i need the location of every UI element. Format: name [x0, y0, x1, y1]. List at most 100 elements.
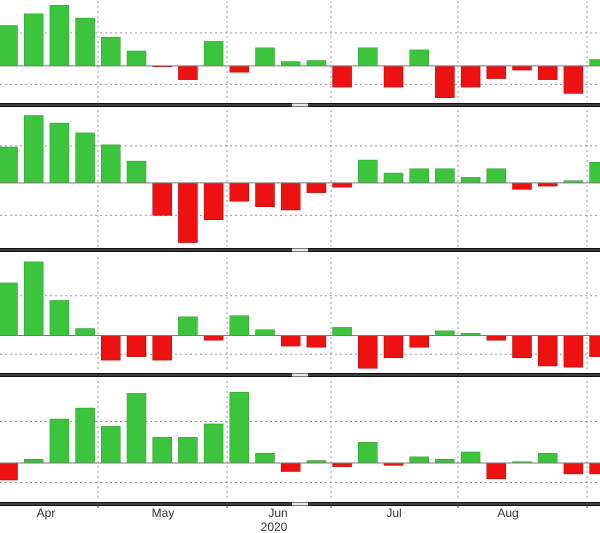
panel-1-bar-2020-06-12: [280, 61, 301, 67]
x-tick-label-apr: Apr: [37, 506, 56, 520]
panel-1-bar-2020-08-21: [537, 65, 558, 80]
panel-3-bar-2020-04-10: [49, 300, 70, 336]
panel-2-bar-2020-03-27: [0, 146, 18, 184]
panel-1-bar-2020-07-03: [358, 47, 378, 67]
panel-2-bar-2020-07-24: [435, 168, 455, 184]
panel-3-bar-2020-07-17: [409, 335, 429, 348]
panel-2-bar-2020-05-15: [178, 182, 198, 243]
panel-3-bar-2020-07-03: [358, 335, 378, 369]
panel-1-bar-2020-04-17: [75, 17, 95, 67]
x-tick-label-jun: Jun: [268, 506, 287, 520]
panel-1: [0, 1, 600, 107]
panel-1-bar-2020-08-14: [512, 65, 532, 71]
panel-4-bar-2020-04-17: [75, 407, 95, 464]
panel-3-resize-handle[interactable]: [292, 373, 308, 377]
panel-4-bar-2020-05-08: [152, 437, 172, 464]
panel-4-bar-2020-08-07: [486, 462, 507, 480]
panel-1-bar-2020-06-05: [255, 47, 275, 67]
panel-4-bar-2020-05-29: [229, 391, 250, 464]
panel-2-bar-2020-07-10: [383, 172, 404, 184]
panel-4-bar-2020-07-24: [435, 459, 455, 464]
panel-2-bar-2020-04-17: [75, 132, 95, 184]
panel-2-bar-2020-04-03: [23, 115, 44, 184]
panel-1-bar-2020-05-29: [229, 65, 250, 73]
panel-3-bar-2020-06-05: [255, 329, 275, 336]
panel-2-bar-2020-07-31: [460, 177, 481, 184]
panel-3: [0, 257, 600, 377]
panel-3-bar-2020-05-22: [203, 335, 224, 341]
panel-3-bar-2020-06-26: [332, 327, 352, 336]
panel-4-bar-2020-07-03: [358, 441, 378, 464]
panel-2-bar-2020-06-05: [255, 182, 275, 207]
panel-4-bar-2020-04-24: [101, 426, 121, 464]
panel-3-bar-2020-04-03: [23, 261, 44, 336]
panel-4-bar-2020-05-22: [203, 423, 224, 464]
panel-1-bar-2020-05-22: [203, 41, 224, 67]
panel-4-bar-2020-09-04: [589, 462, 600, 475]
panel-3-bar-2020-08-21: [537, 335, 558, 367]
panel-2-bar-2020-06-19: [306, 182, 327, 193]
panel-3-bar-2020-05-08: [152, 335, 172, 361]
panel-1-bar-2020-05-15: [178, 65, 198, 80]
panel-3-bar-2020-06-19: [306, 335, 327, 348]
panel-2-bar-2020-05-08: [152, 182, 172, 216]
panel-2-bar-2020-05-01: [126, 160, 147, 184]
panel-3-bar-2020-06-12: [280, 335, 301, 347]
panel-4: [0, 381, 600, 506]
panel-2-bar-2020-06-12: [280, 182, 301, 211]
panel-2-bar-2020-04-10: [49, 122, 70, 184]
panel-2: [0, 110, 600, 252]
panel-3-bar-2020-08-14: [512, 335, 532, 359]
panel-3-bar-2020-04-17: [75, 328, 95, 336]
panel-1-bar-2020-07-10: [383, 65, 404, 88]
panel-4-bar-2020-06-12: [280, 462, 301, 472]
panel-1-bar-2020-08-07: [486, 65, 507, 79]
panel-2-bar-2020-07-17: [409, 168, 429, 184]
panel-4-bar-2020-05-15: [178, 437, 198, 464]
panel-4-bar-2020-07-17: [409, 456, 429, 464]
panel-3-bar-2020-07-10: [383, 335, 404, 359]
x-tick-label-jul: Jul: [386, 506, 401, 520]
panel-3-bar-2020-05-15: [178, 316, 198, 336]
panel-3-bar-2020-07-24: [435, 330, 455, 336]
panel-2-bar-2020-09-04: [589, 161, 600, 184]
panel-2-bar-2020-08-07: [486, 168, 507, 184]
panel-4-bar-2020-07-31: [460, 451, 481, 464]
panel-1-bar-2020-06-19: [306, 60, 327, 67]
panel-1-bar-2020-08-28: [563, 65, 584, 94]
panel-2-bar-2020-05-22: [203, 182, 224, 221]
panel-4-bar-2020-08-28: [563, 462, 584, 475]
panel-4-bar-2020-04-10: [49, 418, 70, 464]
panel-3-bar-2020-09-04: [589, 335, 600, 357]
x-axis: Apr May Jun Jul Aug 2020: [37, 502, 588, 533]
panel-1-bar-2020-05-01: [126, 50, 147, 67]
x-year-label: 2020: [261, 520, 288, 533]
panel-2-bar-2020-07-03: [358, 159, 378, 184]
panel-3-bar-2020-08-28: [563, 335, 584, 368]
panel-1-resize-handle[interactable]: [292, 103, 308, 107]
panel-3-bar-2020-05-29: [229, 315, 250, 336]
x-tick-label-aug: Aug: [497, 506, 518, 520]
panel-4-bar-2020-03-27: [0, 462, 18, 481]
panel-2-resize-handle[interactable]: [292, 248, 308, 252]
panel-1-bar-2020-04-03: [23, 13, 44, 67]
panel-2-bar-2020-08-14: [512, 182, 532, 190]
panel-1-bar-2020-07-31: [460, 65, 481, 88]
panel-3-bar-2020-03-27: [0, 282, 18, 336]
panel-4-bar-2020-04-03: [23, 459, 44, 464]
panel-1-bar-2020-03-27: [0, 25, 18, 67]
chart-panels: [0, 1, 600, 506]
panel-3-bar-2020-05-01: [126, 335, 147, 357]
panel-1-bar-2020-07-17: [409, 49, 429, 67]
panel-1-bar-2020-06-26: [332, 65, 352, 88]
panel-1-bar-2020-07-24: [435, 65, 455, 98]
panel-2-bar-2020-04-24: [101, 144, 121, 184]
panel-4-bar-2020-05-01: [126, 393, 147, 464]
panel-2-bar-2020-06-26: [332, 182, 352, 188]
panel-4-bar-2020-08-21: [537, 452, 558, 464]
panel-4-resize-handle[interactable]: [292, 502, 308, 506]
panel-4-bar-2020-06-05: [255, 452, 275, 464]
panel-3-bar-2020-08-07: [486, 335, 507, 341]
panel-2-bar-2020-05-29: [229, 182, 250, 202]
